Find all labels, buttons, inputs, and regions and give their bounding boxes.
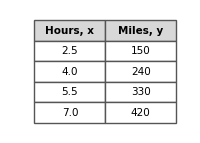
Bar <box>34 82 105 102</box>
Text: 150: 150 <box>130 46 150 56</box>
Bar <box>34 102 105 123</box>
Bar <box>34 61 105 82</box>
Bar <box>105 82 175 102</box>
Bar <box>34 41 105 61</box>
Bar <box>105 61 175 82</box>
Text: Miles, y: Miles, y <box>118 26 163 36</box>
Text: 420: 420 <box>130 108 150 118</box>
Bar <box>34 20 105 41</box>
Text: Hours, x: Hours, x <box>45 26 94 36</box>
Text: 330: 330 <box>130 87 150 97</box>
Text: 240: 240 <box>130 67 150 77</box>
Text: 4.0: 4.0 <box>61 67 78 77</box>
Bar <box>105 20 175 41</box>
Bar <box>105 41 175 61</box>
Text: 2.5: 2.5 <box>61 46 78 56</box>
Text: 5.5: 5.5 <box>61 87 78 97</box>
Text: 7.0: 7.0 <box>61 108 78 118</box>
Bar <box>105 102 175 123</box>
